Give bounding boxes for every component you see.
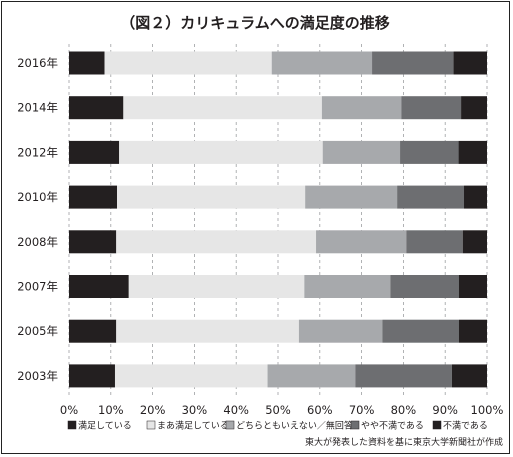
bar-2016-segment-2 bbox=[104, 51, 272, 75]
legend-swatch-4 bbox=[350, 420, 360, 430]
bar-2003-segment-5 bbox=[451, 364, 487, 388]
year-label-2010: 2010年 bbox=[17, 190, 58, 204]
source-note: 東大が発表した資料を基に東京大学新聞社が作成 bbox=[305, 436, 503, 448]
x-tick-label: 30% bbox=[182, 403, 208, 417]
legend-swatch-5 bbox=[432, 420, 442, 430]
legend-swatch-1 bbox=[67, 420, 77, 430]
bars-group bbox=[69, 51, 487, 388]
grid-lines bbox=[68, 44, 488, 396]
bar-2008-segment-5 bbox=[462, 230, 487, 254]
bar-2014-segment-3 bbox=[321, 96, 402, 120]
bar-2014-segment-5 bbox=[461, 96, 487, 120]
bar-2010-segment-5 bbox=[464, 185, 487, 209]
legend-label-3: どちらともいえない／無回答 bbox=[236, 420, 353, 432]
x-tick-label: 100% bbox=[471, 403, 504, 417]
legend-label-5: 不満である bbox=[443, 421, 488, 432]
legend: 満足している まあ満足している どちらともいえない／無回答 やや不満である 不満である bbox=[67, 420, 488, 432]
bar-2012-segment-3 bbox=[322, 140, 401, 164]
bar-2005-segment-2 bbox=[116, 319, 299, 343]
bar-2010-segment-2 bbox=[117, 185, 306, 209]
x-tick-label: 20% bbox=[140, 403, 166, 417]
year-label-2016: 2016年 bbox=[17, 56, 58, 70]
bar-2016-segment-4 bbox=[372, 51, 454, 75]
year-label-2012: 2012年 bbox=[17, 145, 58, 159]
bar-2014-segment-2 bbox=[123, 96, 322, 120]
legend-label-2: まあ満足している bbox=[157, 421, 229, 432]
legend-label-4: やや不満である bbox=[361, 421, 424, 432]
bar-2003-segment-4 bbox=[355, 364, 452, 388]
bar-2016-segment-5 bbox=[453, 51, 487, 75]
bar-2003-segment-2 bbox=[114, 364, 268, 388]
bar-2008-segment-1 bbox=[69, 230, 117, 254]
year-label-2007: 2007年 bbox=[17, 280, 58, 294]
bar-2007-segment-2 bbox=[128, 275, 305, 298]
bar-2003-segment-3 bbox=[267, 364, 356, 388]
x-tick-label: 70% bbox=[349, 403, 375, 417]
year-labels: 2016年 2014年 2012年 2010年 2008年 2007年 2005年 2003年 bbox=[17, 56, 58, 383]
bar-2012-segment-4 bbox=[400, 140, 459, 164]
bar-2010-segment-1 bbox=[69, 185, 118, 209]
x-tick-label: 40% bbox=[223, 403, 249, 417]
bar-2008-segment-3 bbox=[316, 230, 407, 254]
year-label-2003: 2003年 bbox=[17, 369, 58, 383]
bar-2010-segment-3 bbox=[305, 185, 398, 209]
x-tick-label: 10% bbox=[98, 403, 124, 417]
bar-2014-segment-1 bbox=[69, 96, 124, 120]
bar-2008-segment-4 bbox=[406, 230, 463, 254]
year-label-2008: 2008年 bbox=[17, 235, 58, 249]
bar-2003-segment-1 bbox=[69, 364, 115, 388]
legend-swatch-2 bbox=[146, 420, 156, 430]
x-tick-label: 90% bbox=[432, 403, 458, 417]
bar-2016-segment-3 bbox=[271, 51, 373, 75]
year-label-2014: 2014年 bbox=[17, 101, 58, 115]
bar-2012-segment-1 bbox=[69, 140, 120, 164]
bar-2005-segment-5 bbox=[458, 319, 487, 343]
bar-2007-segment-5 bbox=[458, 275, 487, 298]
bar-2007-segment-1 bbox=[69, 275, 129, 298]
bar-2016-segment-1 bbox=[69, 51, 105, 75]
x-tick-label: 80% bbox=[391, 403, 417, 417]
bar-2010-segment-4 bbox=[397, 185, 465, 209]
chart-title: （図２）カリキュラムへの満足度の推移 bbox=[120, 14, 390, 32]
x-tick-labels: 0% 10% 20% 30% 40% 50% 60% 70% 80% 90% 100% bbox=[60, 403, 504, 417]
bar-2007-segment-3 bbox=[304, 275, 391, 298]
bar-2007-segment-4 bbox=[390, 275, 459, 298]
year-label-2005: 2005年 bbox=[17, 324, 58, 338]
bar-2012-segment-5 bbox=[458, 140, 487, 164]
legend-label-1: 満足している bbox=[78, 421, 132, 432]
bar-2012-segment-2 bbox=[119, 140, 323, 164]
x-tick-label: 0% bbox=[60, 403, 78, 417]
bar-2014-segment-4 bbox=[401, 96, 462, 120]
x-tick-label: 60% bbox=[307, 403, 333, 417]
legend-swatch-3 bbox=[225, 420, 235, 430]
x-tick-label: 50% bbox=[265, 403, 291, 417]
bar-2008-segment-2 bbox=[116, 230, 317, 254]
bar-2005-segment-1 bbox=[69, 319, 117, 343]
bar-2005-segment-4 bbox=[382, 319, 459, 343]
bar-2005-segment-3 bbox=[298, 319, 383, 343]
